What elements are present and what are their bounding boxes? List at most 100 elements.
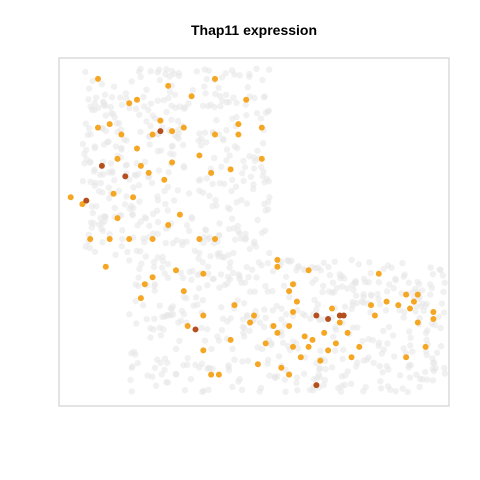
background-cell-point <box>146 222 153 229</box>
low-expression-point <box>395 302 402 309</box>
background-cell-point <box>88 224 95 231</box>
background-cell-point <box>223 146 231 153</box>
background-cell-point <box>301 354 309 361</box>
background-cell-point <box>151 281 159 288</box>
background-cell-point <box>135 182 143 189</box>
background-cell-point <box>262 109 269 116</box>
background-cell-point <box>278 305 285 312</box>
background-cell-point <box>150 258 158 266</box>
background-cell-point <box>123 95 130 102</box>
low-expression-point <box>87 235 94 242</box>
background-cell-point <box>435 313 442 320</box>
background-cell-point <box>111 204 119 212</box>
background-cell-point <box>243 200 251 207</box>
background-cell-point <box>107 160 115 167</box>
background-cell-point <box>165 94 172 102</box>
background-cell-point <box>294 263 302 271</box>
background-cell-point <box>280 282 288 289</box>
background-cell-point <box>149 230 157 237</box>
background-cell-point <box>409 348 416 355</box>
background-cell-point <box>137 218 145 225</box>
background-cell-point <box>86 85 93 92</box>
background-cell-point <box>262 282 269 290</box>
low-expression-point <box>410 298 417 305</box>
background-cell-point <box>126 104 133 112</box>
background-cell-point <box>165 312 172 319</box>
background-cell-point <box>193 68 201 75</box>
background-cell-point <box>105 138 112 145</box>
low-expression-point <box>403 354 410 361</box>
background-cell-point <box>154 193 161 200</box>
background-cell-point <box>429 355 436 362</box>
background-cell-point <box>251 157 259 165</box>
background-cell-point <box>164 207 171 214</box>
background-cell-point <box>209 203 216 210</box>
background-cell-point <box>340 346 347 353</box>
background-cell-point <box>161 187 168 195</box>
low-expression-point <box>79 201 86 208</box>
background-cell-point <box>440 288 447 296</box>
background-cell-point <box>99 239 106 246</box>
background-cell-point <box>423 336 430 343</box>
low-expression-point <box>200 347 207 354</box>
background-cell-point <box>159 257 167 265</box>
background-cell-point <box>206 192 213 200</box>
background-cell-point <box>198 135 205 143</box>
background-cell-point <box>286 293 293 301</box>
background-cell-point <box>228 188 235 195</box>
low-expression-point <box>403 291 410 298</box>
low-expression-point <box>329 305 335 312</box>
low-expression-point <box>149 131 156 138</box>
background-cell-point <box>210 275 217 283</box>
background-cell-point <box>293 374 301 381</box>
low-expression-point <box>243 96 250 103</box>
background-cell-point <box>259 139 267 147</box>
background-cell-point <box>183 238 190 245</box>
background-cell-point <box>218 326 226 334</box>
low-expression-point <box>368 302 374 309</box>
low-expression-point <box>137 295 144 302</box>
background-cell-point <box>360 357 367 364</box>
background-cell-point <box>238 386 246 394</box>
background-cell-point <box>243 263 250 271</box>
background-cell-point <box>250 181 257 188</box>
background-cell-point <box>262 314 269 322</box>
background-cell-point <box>87 131 94 138</box>
background-cell-point <box>136 265 143 273</box>
background-cell-point <box>188 276 195 283</box>
background-cell-point <box>231 356 238 363</box>
background-cell-point <box>127 376 134 384</box>
background-cell-point <box>207 252 214 260</box>
background-cell-point <box>367 269 374 277</box>
background-cell-point <box>239 169 246 177</box>
background-cell-point <box>352 292 360 299</box>
low-expression-point <box>180 288 187 295</box>
background-cell-point <box>239 323 246 330</box>
low-expression-point <box>344 329 351 336</box>
background-cell-point <box>243 112 250 119</box>
background-cell-point <box>148 179 156 187</box>
background-cell-point <box>91 166 98 173</box>
plot-frame <box>58 57 450 407</box>
background-cell-point <box>236 273 243 280</box>
background-cell-point <box>273 302 280 310</box>
background-cell-point <box>105 195 113 202</box>
low-expression-point <box>235 121 242 128</box>
background-cell-point <box>441 279 448 286</box>
low-expression-point <box>200 270 207 277</box>
background-cell-point <box>360 299 367 307</box>
background-cell-point <box>317 315 324 322</box>
background-cell-point <box>234 297 241 304</box>
background-cell-point <box>208 345 215 353</box>
background-cell-point <box>186 268 193 276</box>
background-cell-point <box>362 278 369 286</box>
background-cell-point <box>192 294 200 301</box>
background-cell-point <box>391 353 398 360</box>
background-cell-point <box>349 301 357 309</box>
low-expression-point <box>196 235 203 242</box>
background-cell-point <box>264 288 271 295</box>
background-cell-point <box>349 281 356 289</box>
background-cell-point <box>422 329 430 337</box>
background-cell-point <box>162 200 169 208</box>
background-cell-point <box>378 350 386 357</box>
